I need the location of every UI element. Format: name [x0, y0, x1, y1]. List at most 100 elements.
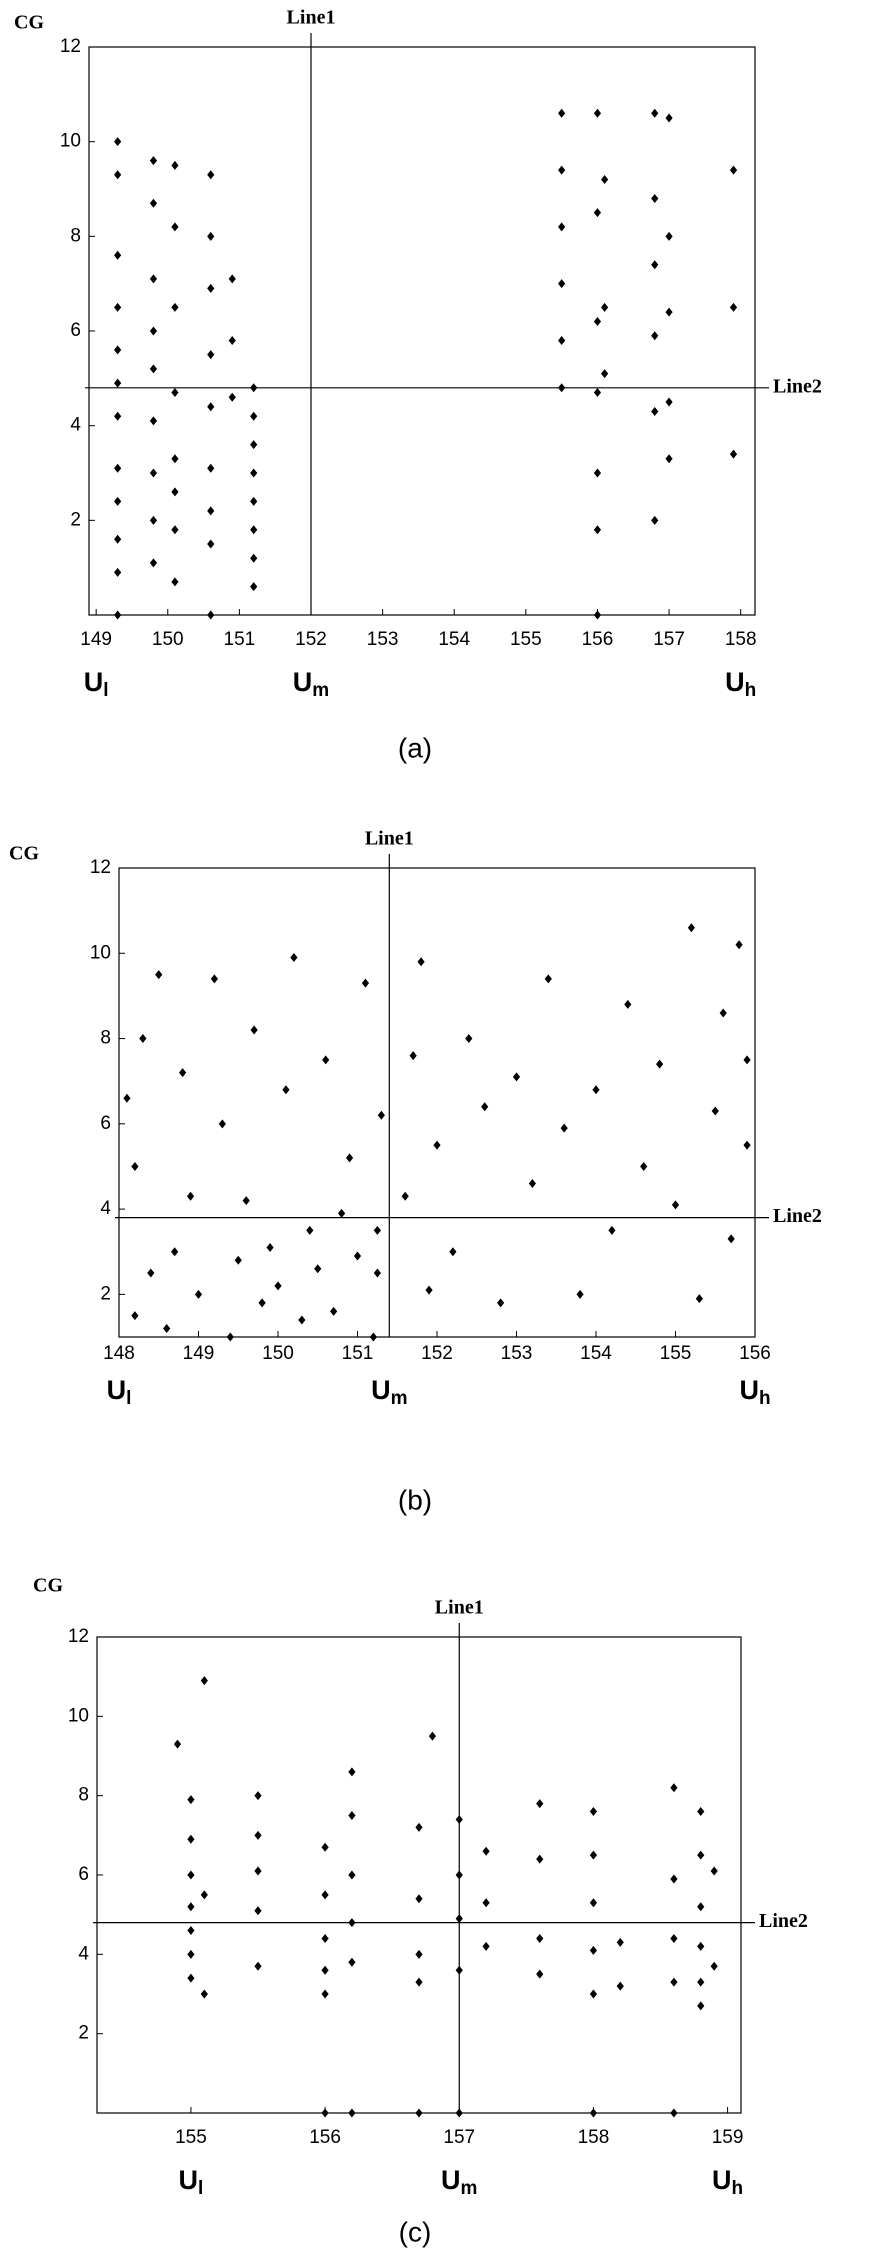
- point: [560, 1123, 568, 1133]
- point: [624, 999, 632, 1009]
- x-tick-label: 152: [421, 1343, 453, 1364]
- point: [254, 1906, 262, 1916]
- point: [417, 957, 425, 967]
- y-tick-label: 12: [90, 857, 111, 878]
- point: [670, 1933, 678, 1943]
- point: [250, 468, 258, 478]
- u-marker-sub: l: [126, 1388, 131, 1409]
- point: [330, 1306, 338, 1316]
- point: [114, 496, 122, 506]
- point: [608, 1225, 616, 1235]
- point: [536, 1933, 544, 1943]
- u-marker-label: U: [84, 667, 104, 697]
- point: [207, 506, 215, 516]
- point: [171, 487, 179, 497]
- point: [186, 1191, 195, 1201]
- point: [114, 170, 122, 180]
- x-tick-label: 149: [183, 1343, 215, 1364]
- point: [114, 463, 122, 473]
- u-marker-label: U: [739, 1375, 759, 1405]
- u-marker-label: U: [179, 2165, 199, 2195]
- point: [651, 515, 659, 525]
- point: [481, 1102, 489, 1112]
- point: [528, 1179, 536, 1189]
- point: [149, 364, 158, 374]
- point: [353, 1251, 362, 1261]
- point: [576, 1289, 584, 1299]
- point: [415, 1949, 423, 1959]
- point: [651, 260, 659, 270]
- x-tick-label: 155: [660, 1343, 692, 1364]
- point: [306, 1225, 314, 1235]
- point: [589, 1945, 598, 1955]
- x-tick-label: 154: [438, 629, 470, 650]
- x-tick-label: 151: [224, 629, 256, 650]
- point: [589, 1807, 598, 1817]
- point: [147, 1268, 155, 1278]
- point: [254, 1830, 262, 1840]
- u-marker: Um: [441, 2165, 477, 2199]
- y-tick-label: 10: [68, 1705, 89, 1726]
- point: [207, 539, 215, 549]
- point: [131, 1311, 139, 1321]
- point: [729, 165, 738, 175]
- y-axis-label: CG: [14, 12, 44, 34]
- y-tick-label: 2: [78, 2023, 89, 2044]
- point: [601, 369, 609, 379]
- point: [536, 1799, 544, 1809]
- point: [670, 1783, 678, 1793]
- point: [665, 397, 673, 407]
- point: [651, 193, 659, 203]
- y-tick-label: 10: [60, 131, 81, 152]
- point: [114, 250, 122, 260]
- point: [409, 1051, 417, 1061]
- y-tick-label: 6: [100, 1113, 111, 1134]
- point: [589, 2108, 598, 2118]
- point: [373, 1268, 381, 1278]
- point: [322, 1055, 330, 1065]
- point: [114, 610, 122, 620]
- point: [149, 156, 158, 166]
- x-tick-label: 156: [309, 2127, 341, 2148]
- point: [321, 1933, 329, 1943]
- point: [228, 392, 236, 402]
- point: [512, 1072, 521, 1082]
- point: [200, 1989, 208, 1999]
- point: [711, 1106, 719, 1116]
- x-tick-label: 152: [295, 629, 327, 650]
- point: [665, 113, 673, 123]
- point: [697, 2001, 705, 2011]
- u-marker: Um: [293, 667, 329, 701]
- point: [250, 525, 258, 535]
- u-marker-sub: h: [745, 680, 757, 701]
- point: [250, 411, 258, 421]
- u-marker: Um: [371, 1375, 407, 1409]
- point: [593, 108, 602, 118]
- x-tick-label: 159: [712, 2127, 744, 2148]
- point: [114, 411, 122, 421]
- point: [348, 1957, 356, 1967]
- point: [149, 515, 158, 525]
- point: [348, 1767, 356, 1777]
- point: [601, 302, 609, 312]
- point: [114, 345, 122, 355]
- line2-label: Line2: [759, 1910, 808, 1932]
- x-tick-label: 158: [578, 2127, 610, 2148]
- point: [482, 1898, 490, 1908]
- point: [207, 283, 215, 293]
- point: [482, 1846, 490, 1856]
- point: [651, 108, 659, 118]
- point: [155, 970, 163, 980]
- point: [735, 940, 743, 950]
- point: [719, 1008, 727, 1018]
- chart: 2 4 6 8 10 12 149 150 151 152 153 154 155 156 157 158 CG…: [14, 7, 822, 764]
- point: [593, 208, 602, 218]
- y-tick-label: 6: [78, 1864, 89, 1885]
- point: [171, 388, 179, 398]
- point: [558, 222, 566, 232]
- x-tick-label: 156: [739, 1343, 771, 1364]
- point: [536, 1854, 544, 1864]
- u-marker-label: U: [371, 1375, 391, 1405]
- point: [687, 923, 695, 933]
